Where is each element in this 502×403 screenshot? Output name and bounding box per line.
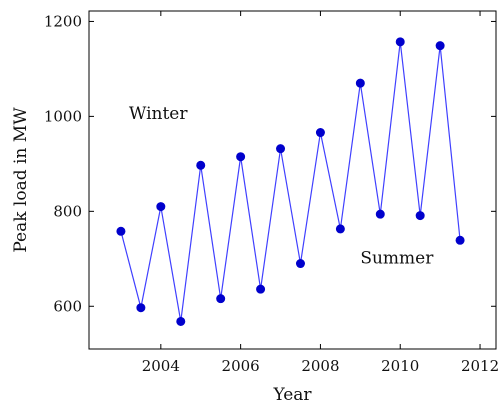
data-point <box>435 41 445 51</box>
data-point <box>276 144 286 154</box>
data-point <box>335 224 345 234</box>
x-axis-label: Year <box>272 385 312 403</box>
y-tick-label: 800 <box>53 202 82 220</box>
series-line <box>120 41 461 322</box>
annotations-group: Winter Summer <box>129 104 434 269</box>
plot-frame <box>88 10 497 350</box>
data-point <box>315 128 325 138</box>
data-point <box>236 152 246 162</box>
data-point <box>295 259 305 269</box>
data-point <box>355 78 365 88</box>
y-axis-ticks: 600 800 1000 1200 <box>44 12 496 315</box>
y-tick-label: 1000 <box>44 107 82 125</box>
x-tick-label: 2010 <box>381 357 419 375</box>
data-point <box>156 202 166 212</box>
x-tick-label: 2012 <box>461 357 499 375</box>
annotation-label: Winter <box>129 104 188 124</box>
data-point <box>395 37 405 47</box>
data-point <box>136 303 146 313</box>
y-tick-label: 1200 <box>44 12 82 30</box>
data-point <box>375 209 385 219</box>
x-tick-label: 2008 <box>301 357 339 375</box>
data-point <box>256 284 266 294</box>
data-point <box>196 160 206 170</box>
data-point <box>455 235 465 245</box>
x-tick-label: 2006 <box>222 357 260 375</box>
x-tick-label: 2004 <box>142 357 180 375</box>
data-point <box>176 316 186 326</box>
data-point <box>116 226 126 236</box>
data-point <box>216 294 226 304</box>
annotation-label: Summer <box>360 249 434 269</box>
x-axis-ticks: 2004 2006 2008 2010 2012 <box>142 11 499 375</box>
series-group <box>116 37 465 326</box>
y-tick-label: 600 <box>53 297 82 315</box>
y-axis-label: Peak load in MW <box>11 107 31 253</box>
data-point <box>415 211 425 221</box>
